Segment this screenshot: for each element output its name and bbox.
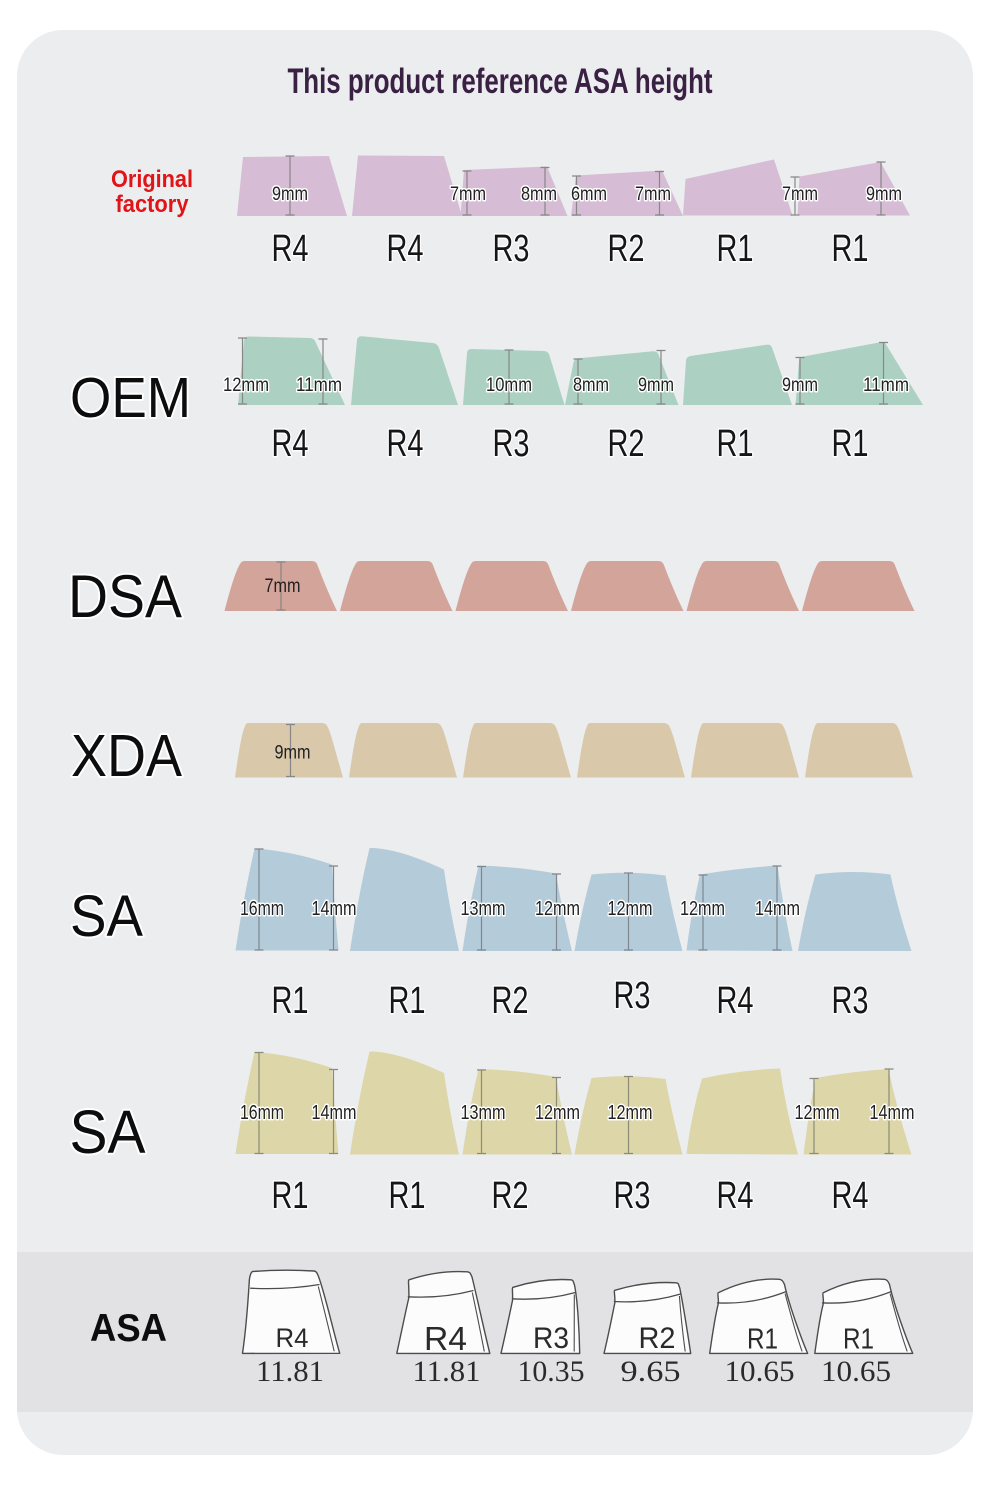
- svg-text:13mm: 13mm: [461, 898, 506, 920]
- svg-text:7mm: 7mm: [450, 184, 486, 205]
- svg-text:14mm: 14mm: [312, 898, 357, 920]
- svg-text:9mm: 9mm: [638, 375, 674, 396]
- svg-text:7mm: 7mm: [265, 576, 301, 597]
- svg-text:9mm: 9mm: [272, 184, 308, 205]
- svg-text:ASA: ASA: [90, 1307, 167, 1350]
- svg-text:R1: R1: [717, 228, 754, 270]
- svg-text:R4: R4: [424, 1320, 467, 1357]
- svg-text:R1: R1: [389, 1175, 426, 1217]
- svg-text:SA: SA: [70, 884, 143, 949]
- svg-text:10.65: 10.65: [821, 1355, 891, 1388]
- svg-text:factory: factory: [116, 191, 190, 218]
- svg-text:R3: R3: [493, 423, 530, 465]
- svg-text:R4: R4: [832, 1175, 869, 1217]
- svg-text:16mm: 16mm: [240, 1102, 284, 1124]
- svg-text:OEM: OEM: [70, 366, 191, 430]
- svg-text:14mm: 14mm: [755, 898, 800, 920]
- svg-text:9.65: 9.65: [621, 1355, 681, 1388]
- svg-text:R1: R1: [272, 1175, 309, 1217]
- svg-text:R2: R2: [608, 423, 645, 465]
- svg-text:R1: R1: [843, 1324, 874, 1356]
- svg-text:16mm: 16mm: [240, 898, 284, 920]
- svg-text:7mm: 7mm: [635, 184, 671, 205]
- svg-text:R2: R2: [608, 228, 645, 270]
- svg-text:R1: R1: [717, 423, 754, 465]
- svg-text:Original: Original: [111, 166, 193, 193]
- svg-text:R4: R4: [387, 228, 424, 270]
- svg-text:R2: R2: [492, 1175, 529, 1217]
- svg-text:12mm: 12mm: [608, 898, 653, 920]
- svg-text:R4: R4: [717, 1175, 754, 1217]
- svg-text:12mm: 12mm: [795, 1102, 840, 1124]
- svg-text:R1: R1: [747, 1324, 778, 1356]
- svg-text:R4: R4: [276, 1323, 309, 1353]
- svg-text:R1: R1: [832, 228, 869, 270]
- svg-text:8mm: 8mm: [521, 184, 557, 205]
- svg-text:R3: R3: [832, 980, 869, 1022]
- svg-text:R2: R2: [492, 980, 529, 1022]
- svg-text:11.81: 11.81: [256, 1355, 324, 1388]
- svg-text:XDA: XDA: [71, 723, 183, 789]
- svg-text:11mm: 11mm: [863, 375, 909, 396]
- svg-text:7mm: 7mm: [782, 184, 818, 205]
- svg-text:14mm: 14mm: [870, 1102, 915, 1124]
- svg-text:R4: R4: [387, 423, 424, 465]
- svg-text:8mm: 8mm: [573, 375, 609, 396]
- svg-text:14mm: 14mm: [312, 1102, 357, 1124]
- svg-text:6mm: 6mm: [571, 184, 607, 205]
- svg-text:R1: R1: [832, 423, 869, 465]
- svg-text:9mm: 9mm: [275, 743, 311, 764]
- svg-text:12mm: 12mm: [535, 1102, 580, 1124]
- svg-text:R3: R3: [614, 975, 651, 1017]
- svg-text:R3: R3: [533, 1322, 569, 1355]
- svg-text:R1: R1: [389, 980, 426, 1022]
- svg-text:13mm: 13mm: [461, 1102, 506, 1124]
- svg-text:DSA: DSA: [68, 563, 182, 630]
- svg-text:R3: R3: [614, 1175, 651, 1217]
- svg-text:R3: R3: [493, 228, 530, 270]
- svg-text:R2: R2: [639, 1322, 676, 1355]
- svg-text:10.65: 10.65: [725, 1355, 795, 1388]
- svg-text:R4: R4: [272, 228, 309, 270]
- svg-text:R1: R1: [272, 980, 309, 1022]
- svg-text:This product reference ASA hei: This product reference ASA height: [288, 62, 713, 101]
- svg-text:10.35: 10.35: [518, 1355, 585, 1388]
- svg-text:11mm: 11mm: [296, 375, 342, 396]
- svg-text:10mm: 10mm: [486, 375, 532, 396]
- svg-text:SA: SA: [70, 1098, 146, 1166]
- svg-text:12mm: 12mm: [680, 898, 725, 920]
- svg-text:R4: R4: [272, 423, 309, 465]
- svg-text:9mm: 9mm: [782, 375, 818, 396]
- svg-text:12mm: 12mm: [608, 1102, 653, 1124]
- svg-text:12mm: 12mm: [223, 375, 269, 396]
- svg-text:11.81: 11.81: [413, 1355, 481, 1388]
- svg-text:12mm: 12mm: [535, 898, 580, 920]
- svg-text:R4: R4: [717, 980, 754, 1022]
- svg-text:9mm: 9mm: [866, 184, 902, 205]
